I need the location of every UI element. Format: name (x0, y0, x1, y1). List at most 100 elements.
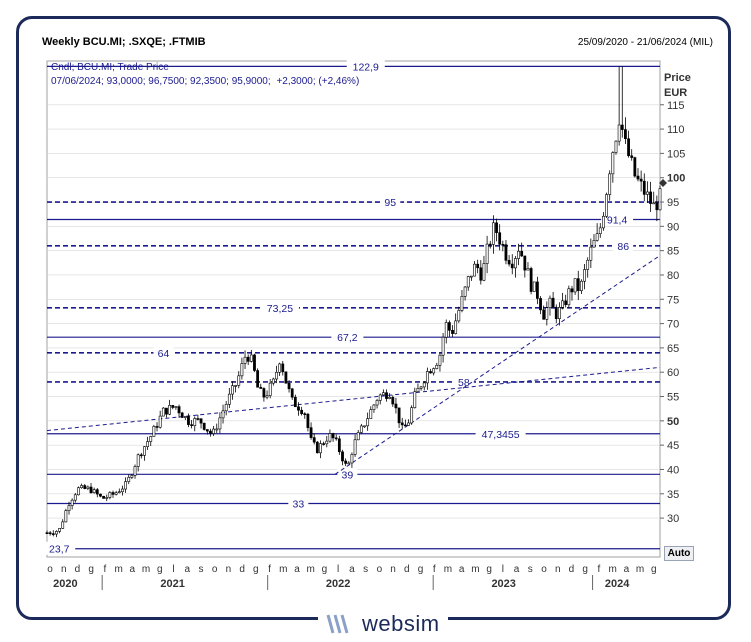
candle-body (139, 454, 143, 457)
candle-body (394, 403, 398, 409)
candle-body (105, 497, 109, 499)
level-label: 122,9 (353, 61, 379, 73)
candle-body (48, 532, 52, 535)
candle-body (95, 489, 99, 495)
candle-body (463, 286, 467, 297)
y-tick-label: 80 (667, 270, 679, 282)
date-range: 25/09/2020 - 21/06/2024 (MIL) (577, 37, 713, 48)
candle-body (161, 407, 165, 417)
candle-body (388, 397, 392, 399)
x-month-label: d (239, 564, 245, 575)
candle-body (642, 180, 646, 195)
x-month-label: g (157, 564, 163, 575)
x-month-label: a (624, 564, 630, 575)
candle-body (589, 246, 593, 261)
x-month-label: d (75, 564, 81, 575)
candle-body (356, 432, 360, 441)
candle-body (168, 405, 171, 415)
level-label-bg (337, 467, 358, 481)
x-month-label: o (212, 564, 218, 575)
candle-body (309, 427, 313, 438)
auto-scale-button[interactable]: Auto (664, 546, 694, 561)
candle-body (237, 375, 241, 386)
candle-body (466, 276, 470, 288)
candle-body (227, 393, 231, 405)
candle-body (419, 386, 423, 389)
candle-body (92, 489, 96, 494)
candle-body (548, 297, 552, 309)
candle-body (268, 382, 272, 396)
trendline (46, 366, 661, 432)
candle-body (646, 191, 649, 195)
level-label: 73,25 (267, 303, 293, 315)
candle-body (438, 354, 442, 366)
x-month-label: o (377, 564, 383, 575)
plot-area[interactable] (46, 60, 661, 558)
candle-body (413, 391, 417, 408)
x-month-label: s (363, 564, 368, 575)
level-label-bg (601, 212, 634, 226)
candle-body (114, 492, 118, 495)
x-month-label: s (198, 564, 203, 575)
x-year-label: 2022 (326, 578, 350, 590)
x-month-label: m (471, 564, 479, 575)
candle-body (545, 307, 549, 320)
y-tick-label: 115 (667, 100, 685, 112)
candle-body (344, 460, 348, 464)
level-label: 95 (384, 197, 396, 209)
brand-name: websim (362, 611, 440, 636)
x-month-label: o (47, 564, 53, 575)
level-label-bg (331, 330, 364, 344)
candle-body (407, 422, 410, 426)
level-label-bg (153, 345, 174, 359)
candle-body (89, 486, 93, 494)
level-label: 86 (617, 241, 629, 253)
candle-body (212, 428, 216, 434)
horizontal-levels: 122,9 95 91,4 86 73,25 67,2 64 58 47,3455 39 33 23,… (43, 59, 660, 556)
candle-body (325, 440, 329, 445)
x-month-label: l (337, 564, 339, 575)
level-label: 23,7 (49, 544, 70, 556)
level-label: 58 (458, 377, 470, 389)
candle-body (86, 486, 90, 489)
candle-body (485, 243, 489, 264)
y-tick-label: 100 (667, 173, 685, 185)
candle-body (391, 397, 395, 405)
candle-body (551, 297, 555, 308)
candle-body (240, 363, 244, 377)
candle-body (435, 365, 439, 369)
candle-body (202, 422, 206, 430)
candle-body (630, 155, 634, 158)
candle-body (136, 454, 140, 467)
candle-body (633, 157, 637, 177)
candle-body (249, 354, 253, 362)
candle-body (256, 370, 260, 388)
x-month-label: m (608, 564, 616, 575)
y-tick-label: 90 (667, 221, 679, 233)
candle-body (363, 425, 366, 428)
candle-body (539, 298, 542, 311)
candle-body (649, 191, 652, 204)
x-month-label: m (114, 564, 122, 575)
candle-body (127, 477, 131, 482)
candle-body (187, 416, 190, 425)
level-label-bg (613, 238, 634, 252)
candle-body (234, 385, 238, 387)
x-month-label: n (390, 564, 396, 575)
y-tick-label: 75 (667, 294, 679, 306)
candle-body (146, 441, 149, 447)
candle-body (488, 243, 492, 246)
candle-body (460, 296, 464, 311)
candle-body (658, 188, 662, 211)
y-axis-title: Price (664, 72, 691, 84)
candle-body (536, 281, 539, 299)
candle-body (70, 499, 74, 506)
candle-body (514, 258, 517, 269)
level-label: 91,4 (607, 215, 628, 227)
y-tick-label: 105 (667, 148, 685, 160)
x-month-label: m (307, 564, 315, 575)
x-month-label: f (433, 564, 436, 575)
candle-body (558, 307, 561, 319)
candle-body (165, 407, 168, 415)
